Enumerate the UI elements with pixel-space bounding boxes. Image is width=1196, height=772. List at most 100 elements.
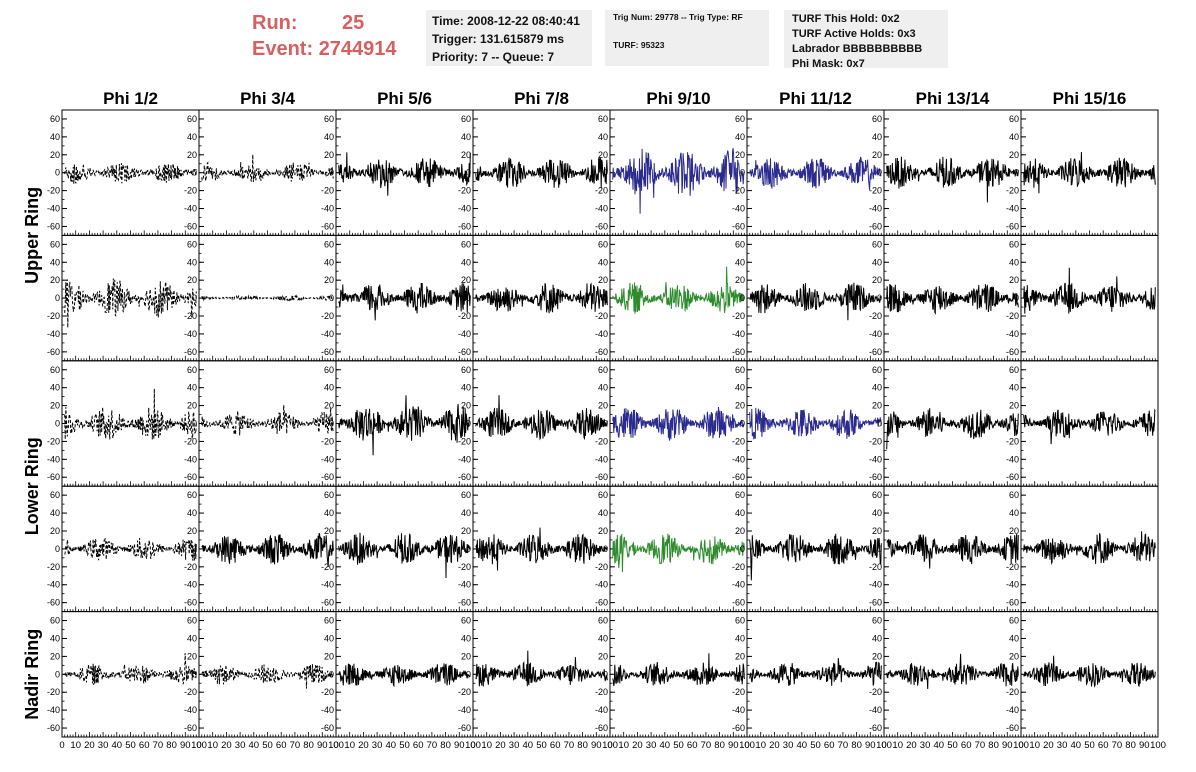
- phi-mask-text: Phi Mask: 0x7: [792, 58, 865, 70]
- waveform-trace: [338, 532, 471, 579]
- y-tick-label: -60: [869, 723, 882, 733]
- y-tick-label: -20: [47, 436, 60, 446]
- y-tick-label: 40: [461, 257, 471, 267]
- y-tick-label: 20: [872, 275, 882, 285]
- x-tick-label: 80: [166, 740, 177, 751]
- y-tick-label: 20: [735, 401, 745, 411]
- run-event-block: Run: 25 Event: 2744914: [252, 10, 397, 62]
- x-tick-label: 20: [1043, 740, 1054, 751]
- waveform-trace: [64, 278, 197, 328]
- y-tick-label: 40: [187, 633, 197, 643]
- y-tick-label: 20: [598, 401, 608, 411]
- y-tick-label: 0: [740, 544, 745, 554]
- waveform-panel: -60 -40 -20 0 20 40 60: [732, 109, 885, 236]
- y-tick-label: 60: [461, 239, 471, 249]
- y-tick-label: 40: [187, 132, 197, 142]
- y-tick-label: 20: [187, 150, 197, 160]
- y-tick-label: -40: [1006, 454, 1019, 464]
- x-tick-label: 50: [1084, 740, 1095, 751]
- y-tick-label: -60: [321, 598, 334, 608]
- waveform-trace: [1023, 151, 1156, 194]
- x-tick-label: 40: [797, 740, 808, 751]
- y-tick-label: -60: [869, 598, 882, 608]
- x-tick-label: 20: [632, 740, 643, 751]
- y-tick-label: 0: [603, 419, 608, 429]
- y-tick-label: 60: [324, 490, 334, 500]
- y-tick-label: 20: [735, 651, 745, 661]
- waveform-trace: [64, 653, 197, 685]
- y-tick-label: 20: [598, 150, 608, 160]
- waveform-panel: -60 -40 -20 0 20 40 60: [595, 109, 748, 236]
- x-tick-label: 30: [235, 740, 246, 751]
- y-tick-label: -20: [595, 562, 608, 572]
- x-tick-label: 0: [333, 740, 338, 751]
- waveform-trace: [475, 650, 608, 687]
- y-tick-label: -60: [1006, 598, 1019, 608]
- waveform-panel: -60 -40 -20 0 20 40 60: [869, 109, 1022, 236]
- y-tick-label: 60: [1009, 490, 1019, 500]
- x-tick-label: 100: [739, 740, 755, 751]
- waveform-panel: -60 -40 -20 0 20 40 60: [1006, 109, 1159, 236]
- x-tick-label: 90: [1002, 740, 1013, 751]
- y-tick-label: -20: [458, 687, 471, 697]
- y-tick-label: -20: [321, 186, 334, 196]
- y-tick-label: 60: [187, 490, 197, 500]
- y-tick-label: 20: [461, 150, 471, 160]
- x-tick-label: 0: [470, 740, 475, 751]
- y-tick-label: 20: [324, 651, 334, 661]
- y-tick-label: 40: [735, 383, 745, 393]
- y-tick-label: 40: [50, 508, 60, 518]
- y-tick-label: -20: [184, 436, 197, 446]
- y-tick-label: -40: [595, 329, 608, 339]
- x-tick-label: 40: [660, 740, 671, 751]
- y-tick-label: 60: [50, 114, 60, 124]
- x-tick-label: 70: [153, 740, 164, 751]
- waveform-trace: [64, 538, 197, 561]
- waveform-panel: -60 -40 -20 0 20 40 60: [321, 109, 474, 236]
- x-tick-label: 70: [427, 740, 438, 751]
- y-tick-label: -20: [732, 436, 745, 446]
- y-tick-label: 60: [598, 365, 608, 375]
- y-tick-label: 40: [324, 132, 334, 142]
- waveform-trace: [201, 154, 334, 183]
- y-tick-label: -40: [458, 454, 471, 464]
- y-tick-label: -20: [458, 311, 471, 321]
- y-tick-label: -60: [732, 347, 745, 357]
- y-tick-label: 40: [50, 383, 60, 393]
- x-tick-label: 0: [59, 740, 64, 751]
- waveform-trace: [201, 405, 334, 436]
- y-tick-label: -60: [458, 598, 471, 608]
- y-tick-label: -40: [732, 204, 745, 214]
- y-tick-label: -60: [321, 723, 334, 733]
- ring-label: Upper Ring: [22, 187, 42, 284]
- y-tick-label: -60: [732, 723, 745, 733]
- y-tick-label: -40: [1006, 580, 1019, 590]
- column-header: Phi 9/10: [646, 89, 710, 108]
- y-tick-label: -20: [1006, 687, 1019, 697]
- y-tick-label: 20: [598, 526, 608, 536]
- y-tick-label: -40: [458, 580, 471, 590]
- y-tick-label: 60: [735, 114, 745, 124]
- waveform-trace: [886, 533, 1019, 569]
- y-tick-label: -40: [321, 204, 334, 214]
- x-tick-label: 20: [495, 740, 506, 751]
- y-tick-label: 60: [598, 114, 608, 124]
- x-tick-label: 50: [262, 740, 273, 751]
- x-tick-label: 10: [481, 740, 492, 751]
- y-tick-label: 0: [603, 669, 608, 679]
- y-tick-label: 0: [740, 168, 745, 178]
- waveform-panel: -60 -40 -20 0 20 40 60: [321, 360, 474, 487]
- x-tick-label: 30: [920, 740, 931, 751]
- y-tick-label: -40: [595, 204, 608, 214]
- y-tick-label: 20: [872, 401, 882, 411]
- y-tick-label: -40: [321, 705, 334, 715]
- y-tick-label: -60: [595, 347, 608, 357]
- y-tick-label: 60: [187, 616, 197, 626]
- waveform-panel: -60 -40 -20 0 20 40 60: [184, 360, 337, 487]
- y-tick-label: 40: [872, 508, 882, 518]
- y-tick-label: 40: [1009, 383, 1019, 393]
- waveform-panel: -60 -40 -20 0 20 40 60: [595, 234, 748, 362]
- y-tick-label: 0: [877, 419, 882, 429]
